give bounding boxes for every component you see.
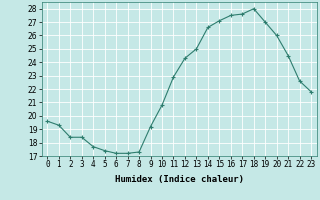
X-axis label: Humidex (Indice chaleur): Humidex (Indice chaleur) [115, 175, 244, 184]
